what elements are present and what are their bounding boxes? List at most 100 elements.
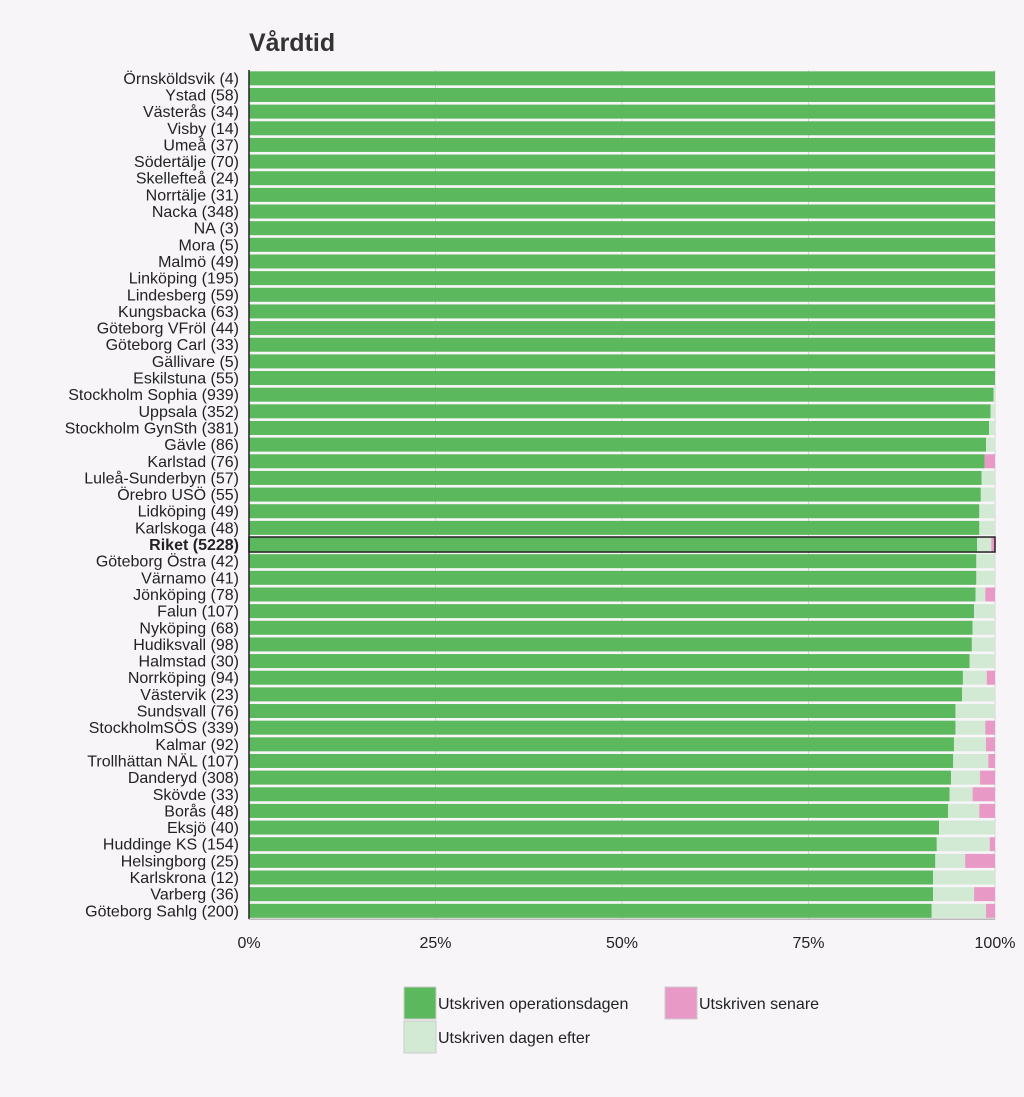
bar-segment	[249, 787, 950, 802]
bar-segment	[249, 670, 963, 685]
bar-segment	[974, 604, 995, 619]
bar-segment	[993, 387, 995, 402]
bar-segment	[986, 737, 995, 752]
legend: Utskriven operationsdagen Utskriven senar…	[403, 986, 819, 1054]
x-tick-label: 0%	[237, 935, 260, 952]
bar-segment	[249, 737, 954, 752]
legend-label: Utskriven senare	[699, 996, 819, 1013]
category-label: Örnsköldsvik (4)	[123, 70, 239, 88]
category-label: Uppsala (352)	[139, 404, 240, 421]
bar-segment	[249, 287, 995, 302]
bar-segment	[948, 803, 980, 818]
bar-segment	[249, 121, 995, 136]
bar-segment	[962, 687, 995, 702]
bar-segment	[974, 887, 995, 902]
category-label: Eskilstuna (55)	[133, 371, 239, 388]
bar-segment	[955, 720, 986, 735]
category-label: Lidköping (49)	[138, 504, 239, 521]
bar-segment	[249, 237, 995, 252]
bar-segment	[249, 654, 970, 669]
bar-segment	[249, 637, 972, 652]
category-label: Mora (5)	[179, 237, 239, 254]
category-label: Karlskoga (48)	[135, 520, 239, 537]
category-label: Helsingborg (25)	[121, 853, 239, 870]
category-label: Stockholm Sophia (939)	[68, 387, 239, 404]
category-label: Halmstad (30)	[139, 654, 239, 671]
category-label: Västerås (34)	[143, 103, 239, 121]
bar-segment	[249, 770, 951, 785]
category-label: Eksjö (40)	[167, 820, 239, 837]
bar-segment	[979, 504, 995, 519]
bar-segment	[249, 371, 995, 386]
bars	[248, 71, 996, 918]
bar-segment	[931, 903, 987, 918]
bar-segment	[972, 620, 995, 635]
bar-segment	[249, 254, 995, 269]
bar-segment	[980, 770, 995, 785]
category-label: Gävle (86)	[164, 437, 239, 454]
bar-segment	[249, 537, 978, 552]
bar-segment	[249, 687, 963, 702]
category-labels: Örnsköldsvik (4)Ystad (58)Västerås (34)V…	[65, 70, 239, 921]
bar-segment	[249, 454, 985, 469]
bar-segment	[976, 554, 995, 569]
bar-segment	[249, 437, 987, 452]
bar-segment	[991, 537, 995, 552]
category-label: NA (3)	[194, 221, 239, 238]
bar-segment	[249, 820, 940, 835]
bar-segment	[249, 470, 982, 485]
category-label: Malmö (49)	[158, 254, 239, 271]
bar-segment	[953, 753, 989, 768]
legend-swatch	[403, 986, 437, 1020]
category-label: Göteborg VFröl (44)	[97, 321, 239, 338]
bar-segment	[249, 304, 995, 319]
bar-segment	[249, 71, 995, 86]
bar-segment	[935, 853, 966, 868]
bar-segment	[249, 570, 977, 585]
bar-segment	[249, 271, 995, 286]
bar-segment	[972, 787, 995, 802]
bar-segment	[249, 187, 995, 202]
bar-segment	[249, 221, 995, 236]
category-label: Örebro USÖ (55)	[117, 486, 239, 504]
bar-segment	[249, 903, 932, 918]
bar-segment	[249, 420, 990, 435]
bar-segment	[249, 104, 995, 119]
bar-segment	[986, 437, 995, 452]
category-label: Skellefteå (24)	[136, 170, 239, 188]
bar-segment	[249, 171, 995, 186]
category-label: Västervik (23)	[140, 687, 239, 704]
bar-segment	[976, 570, 995, 585]
bar-segment	[984, 454, 995, 469]
category-label: Linköping (195)	[129, 271, 239, 288]
bar-segment	[949, 787, 973, 802]
bar-segment	[969, 654, 995, 669]
category-label: Riket (5228)	[149, 537, 239, 554]
bar-segment	[249, 620, 973, 635]
category-label: Karlskrona (12)	[130, 870, 239, 887]
category-label: Södertälje (70)	[134, 154, 239, 171]
bar-segment	[249, 354, 995, 369]
x-tick-label: 100%	[975, 935, 1016, 952]
bar-segment	[249, 154, 995, 169]
bar-segment	[962, 670, 987, 685]
bar-segment	[249, 704, 956, 719]
bar-segment	[249, 504, 980, 519]
category-label: Kalmar (92)	[155, 737, 239, 754]
bar-segment	[936, 837, 990, 852]
bar-segment	[249, 803, 949, 818]
category-label: Huddinge KS (154)	[103, 837, 239, 854]
bar-segment	[979, 520, 995, 535]
bar-segment	[249, 87, 995, 102]
x-tick-label: 50%	[606, 935, 638, 952]
bar-segment	[249, 321, 995, 336]
category-label: Trollhättan NÄL (107)	[87, 752, 239, 770]
bar-segment	[980, 487, 995, 502]
axis: 0% 25% 50% 75% 100%	[237, 70, 1015, 952]
bar-segment	[249, 487, 981, 502]
category-label: Falun (107)	[157, 604, 239, 621]
bar-segment	[975, 587, 986, 602]
bar-segment	[986, 903, 995, 918]
category-label: Danderyd (308)	[128, 770, 239, 787]
